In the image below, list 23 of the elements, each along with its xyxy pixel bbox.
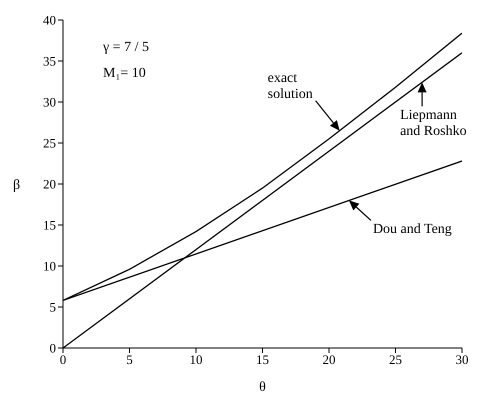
y-tick-label: 35: [43, 54, 56, 69]
x-tick-label: 30: [456, 352, 468, 368]
annotation: M₁= 10: [103, 66, 146, 82]
y-tick-label: 30: [43, 94, 56, 110]
y-tick-label: 0: [50, 340, 56, 356]
x-tick-label: 10: [190, 352, 202, 368]
annotation: γ = 7 / 5: [103, 40, 149, 56]
annotation: Dou and Teng: [372, 222, 453, 238]
y-tick-label: 5: [50, 300, 56, 315]
y-axis-title: β: [13, 178, 20, 193]
y-tick-label: 10: [43, 258, 56, 274]
x-axis-title: θ: [259, 380, 266, 395]
y-tick-label: 15: [43, 218, 56, 233]
annotation: Liepmann and Roshko: [400, 108, 468, 140]
x-tick-label: 25: [389, 352, 402, 368]
annotation: exact solution: [268, 70, 314, 103]
y-tick-label: 25: [43, 136, 56, 151]
y-tick-label: 40: [43, 12, 56, 28]
x-tick-label: 5: [126, 352, 133, 368]
x-tick-label: 0: [60, 352, 66, 368]
y-tick-label: 20: [43, 176, 56, 192]
x-tick-label: 15: [256, 352, 269, 368]
x-tick-label: 20: [322, 352, 336, 368]
